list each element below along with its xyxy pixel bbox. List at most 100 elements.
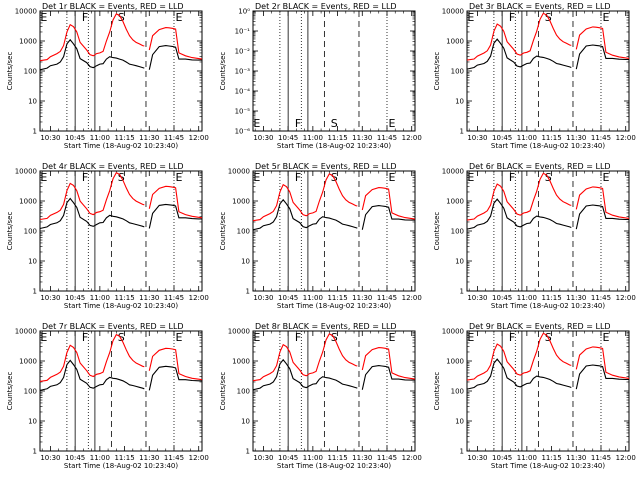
marker-letter: F (509, 171, 515, 184)
x-tick-label: 10:45 (65, 294, 85, 302)
plot-frame (39, 330, 203, 452)
x-tick-label: 11:00 (517, 134, 537, 142)
series-line-lld (39, 171, 203, 221)
y-tick-label: 10000 (228, 168, 250, 176)
series-line-events (39, 359, 202, 391)
panel-title: Det 2r BLACK = Events, RED = LLD (255, 2, 397, 11)
y-tick-label: 1000 (232, 358, 250, 366)
series-line-lld (252, 173, 416, 222)
y-axis-label: Counts/sec (433, 372, 441, 411)
marker-letter: F (295, 331, 301, 344)
y-tick-label: 100 (451, 68, 464, 76)
y-tick-label: 10 (28, 418, 37, 426)
series-line-lld (466, 332, 630, 381)
marker-letter: E (40, 171, 47, 184)
plot-frame (252, 10, 416, 132)
panel-1: Det 1r BLACK = Events, RED = LLD 1 10 100 10… (6, 2, 209, 150)
x-tick-label: 11:30 (139, 294, 159, 302)
x-tick-label: 10:30 (467, 134, 487, 142)
y-tick-label: 1000 (19, 38, 37, 46)
marker-letter: E (602, 11, 609, 24)
series-line-events (466, 198, 629, 230)
x-axis-label: Start Time (18-Aug-02 10:23:40) (277, 302, 391, 310)
series-line-events (252, 358, 415, 391)
y-tick-label: 10 (455, 418, 464, 426)
y-tick-label: 1000 (446, 358, 464, 366)
x-tick-label: 11:00 (303, 294, 323, 302)
y-tick-label: 1 (33, 288, 37, 296)
y-tick-label: 10 (28, 258, 37, 266)
y-tick-label: 100 (24, 68, 37, 76)
x-tick-label: 11:45 (591, 134, 611, 142)
x-tick-label: 11:15 (114, 294, 134, 302)
y-tick-label: 10⁻⁴ (235, 88, 251, 96)
panel-title: Det 3r BLACK = Events, RED = LLD (469, 2, 611, 11)
marker-letter: F (82, 331, 88, 344)
x-tick-label: 12:00 (402, 134, 422, 142)
series-line-lld (466, 12, 630, 61)
x-tick-label: 11:30 (566, 294, 586, 302)
y-tick-label: 10⁰ (238, 8, 250, 16)
y-tick-label: 1 (460, 448, 464, 456)
x-tick-label: 12:00 (189, 134, 209, 142)
y-tick-label: 10000 (442, 328, 464, 336)
series-line-events (466, 358, 629, 390)
marker-letter: E (602, 331, 609, 344)
marker-letter: E (388, 331, 395, 344)
marker-letter: E (388, 117, 395, 130)
marker-letter: F (82, 171, 88, 184)
x-axis-label: Start Time (18-Aug-02 10:23:40) (64, 462, 178, 470)
y-tick-label: 100 (24, 228, 37, 236)
x-tick-label: 11:00 (303, 454, 323, 462)
x-axis-label: Start Time (18-Aug-02 10:23:40) (491, 462, 605, 470)
series-line-events (466, 38, 629, 70)
x-axis-label: Start Time (18-Aug-02 10:23:40) (64, 302, 178, 310)
panel-title: Det 5r BLACK = Events, RED = LLD (255, 162, 397, 171)
plot-frame (466, 10, 630, 132)
marker-letter: E (40, 331, 47, 344)
x-tick-label: 10:45 (492, 134, 512, 142)
panel-9: Det 9r BLACK = Events, RED = LLD 1 10 100 10… (433, 322, 636, 470)
marker-letter: E (467, 171, 474, 184)
y-tick-label: 1 (246, 288, 250, 296)
y-tick-label: 1000 (446, 198, 464, 206)
marker-letter: E (253, 117, 260, 130)
marker-letter: E (40, 11, 47, 24)
y-tick-label: 1 (460, 288, 464, 296)
y-tick-label: 10 (241, 418, 250, 426)
x-tick-label: 11:30 (566, 454, 586, 462)
marker-letter: E (175, 11, 182, 24)
x-tick-label: 10:45 (278, 454, 298, 462)
x-axis-label: Start Time (18-Aug-02 10:23:40) (277, 462, 391, 470)
x-tick-label: 11:15 (114, 134, 134, 142)
marker-letter: F (509, 331, 515, 344)
x-tick-label: 10:30 (40, 134, 60, 142)
y-tick-label: 10⁻³ (235, 68, 251, 76)
x-tick-label: 11:45 (591, 454, 611, 462)
x-tick-label: 11:00 (90, 294, 110, 302)
y-axis-label: Counts/sec (6, 52, 14, 91)
x-tick-label: 11:45 (164, 294, 184, 302)
panel-title: Det 1r BLACK = Events, RED = LLD (42, 2, 184, 11)
x-axis-label: Start Time (18-Aug-02 10:23:40) (491, 142, 605, 150)
marker-letter: E (388, 171, 395, 184)
y-tick-label: 10 (455, 98, 464, 106)
x-tick-label: 11:30 (352, 454, 372, 462)
x-tick-label: 11:00 (303, 134, 323, 142)
y-tick-label: 10000 (15, 8, 37, 16)
x-tick-label: 11:00 (90, 134, 110, 142)
plot-frame (39, 170, 203, 292)
plot-frame (39, 10, 203, 132)
x-tick-label: 11:00 (517, 294, 537, 302)
x-axis-label: Start Time (18-Aug-02 10:23:40) (64, 142, 178, 150)
y-tick-label: 10⁻⁶ (235, 128, 251, 136)
x-tick-label: 12:00 (616, 134, 636, 142)
x-tick-label: 10:45 (278, 134, 298, 142)
x-tick-label: 11:15 (327, 454, 347, 462)
x-tick-label: 12:00 (189, 454, 209, 462)
series-line-lld (466, 172, 630, 221)
y-tick-label: 1000 (232, 198, 250, 206)
x-tick-label: 11:30 (352, 134, 372, 142)
